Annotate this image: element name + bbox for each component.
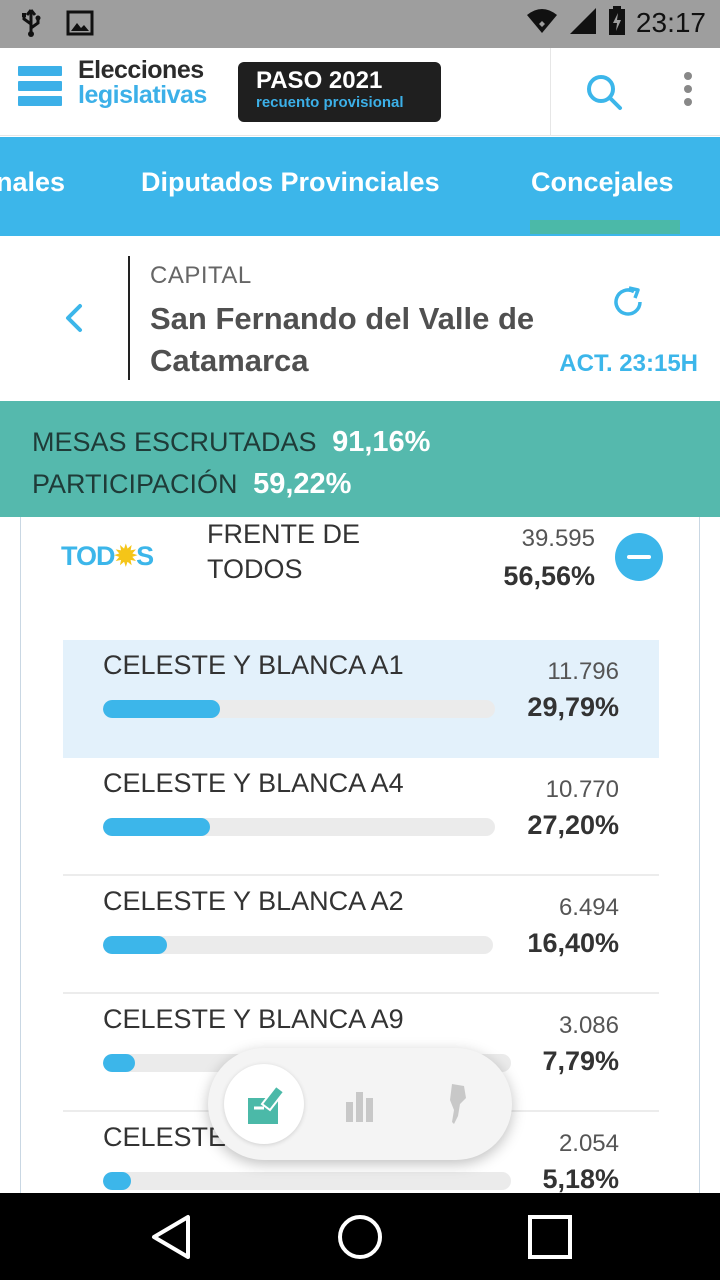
nav-back-button[interactable] <box>146 1211 198 1263</box>
nav-home-button[interactable] <box>334 1211 386 1263</box>
location-divider <box>128 256 130 380</box>
wifi-icon <box>526 7 558 39</box>
progress-fill <box>103 936 167 954</box>
progress-track <box>103 700 495 718</box>
place-name: San Fernando del Valle de Catamarca <box>150 301 535 378</box>
list-percent: 5,18% <box>542 1164 619 1193</box>
list-votes: 6.494 <box>558 894 619 921</box>
list-votes: 2.054 <box>558 1130 619 1157</box>
party-row[interactable]: TOD✹S FRENTE DE TODOS 39.595 56,56% <box>21 517 699 627</box>
back-triangle-icon <box>152 1215 190 1259</box>
logo-line-1: Elecciones <box>78 56 204 84</box>
progress-track <box>103 936 493 954</box>
vote-button[interactable] <box>224 1064 304 1144</box>
home-circle-icon <box>338 1215 382 1259</box>
system-nav-bar <box>0 1193 720 1280</box>
vote-ballot-icon <box>248 1084 286 1124</box>
progress-fill <box>103 1172 131 1190</box>
stats-band: MESAS ESCRUTADAS 91,16% PARTICIPACIÓN 59… <box>0 401 720 517</box>
app-logo[interactable]: Elecciones legislativas <box>78 58 207 108</box>
bottom-action-pill <box>208 1048 512 1160</box>
mesas-label: MESAS ESCRUTADAS <box>32 427 317 457</box>
progress-track <box>103 818 495 836</box>
usb-icon <box>18 8 44 42</box>
list-votes: 10.770 <box>545 776 619 803</box>
active-tab-indicator <box>530 220 680 234</box>
progress-track <box>103 1172 511 1190</box>
minus-icon <box>627 555 651 559</box>
participacion-label: PARTICIPACIÓN <box>32 469 238 499</box>
location-header: CAPITAL San Fernando del Valle de Catama… <box>0 236 720 401</box>
participacion-row: PARTICIPACIÓN 59,22% <box>32 463 720 505</box>
progress-fill <box>103 700 220 718</box>
map-button[interactable] <box>416 1064 496 1144</box>
battery-icon <box>608 6 626 40</box>
list-item[interactable]: CELESTE Y BLANCA A4 10.770 27,20% <box>63 758 659 876</box>
mesas-value: 91,16% <box>332 426 431 458</box>
logo-line-2: legislativas <box>78 81 207 109</box>
back-button[interactable] <box>58 298 90 338</box>
party-name: FRENTE DE TODOS <box>207 519 361 584</box>
region-label: CAPITAL <box>150 262 252 289</box>
list-votes: 11.796 <box>547 658 619 685</box>
party-logo: TOD✹S <box>61 541 154 572</box>
party-votes: 39.595 <box>521 525 595 552</box>
progress-fill <box>103 818 210 836</box>
image-icon <box>66 10 94 40</box>
list-name: CELESTE Y BLANCA A1 <box>103 650 404 680</box>
refresh-icon <box>614 286 642 316</box>
signal-icon <box>568 6 598 40</box>
list-percent: 16,40% <box>527 928 619 958</box>
status-bar: 23:17 <box>0 0 720 48</box>
sun-icon: ✹ <box>114 541 138 571</box>
tab-concejales[interactable]: Concejales <box>531 167 674 197</box>
recents-square-icon <box>528 1215 572 1259</box>
list-percent: 29,79% <box>527 692 619 722</box>
list-item[interactable]: CELESTE Y BLANCA A2 6.494 16,40% <box>63 876 659 994</box>
tab-diputados-provinciales[interactable]: Diputados Provinciales <box>141 167 440 197</box>
more-vert-icon[interactable] <box>676 72 700 112</box>
badge-subtitle: recuento provisional <box>256 94 404 111</box>
party-logo-text-left: TOD <box>61 541 116 571</box>
clock: 23:17 <box>635 7 706 38</box>
collapse-button[interactable] <box>615 533 663 581</box>
list-percent: 27,20% <box>527 810 619 840</box>
search-button[interactable] <box>584 72 624 112</box>
list-item[interactable]: CELESTE Y BLANCA A1 11.796 29,79% <box>63 640 659 758</box>
bar-chart-icon <box>346 1092 373 1122</box>
list-name: CELESTE Y BLANCA A4 <box>103 768 404 798</box>
list-votes: 3.086 <box>558 1012 619 1039</box>
list-percent: 7,79% <box>542 1046 619 1076</box>
refresh-button[interactable] <box>608 282 648 322</box>
progress-fill <box>103 1054 135 1072</box>
last-updated: ACT. 23:15H <box>559 350 698 377</box>
argentina-map-icon <box>450 1084 466 1124</box>
search-icon <box>587 75 622 110</box>
mesas-row: MESAS ESCRUTADAS 91,16% <box>32 421 720 463</box>
nav-recents-button[interactable] <box>524 1211 576 1263</box>
party-logo-text-right: S <box>136 541 154 571</box>
header-divider <box>550 48 551 136</box>
chart-button[interactable] <box>320 1064 400 1144</box>
tab-previous[interactable]: nales <box>0 167 66 197</box>
chevron-left-icon <box>66 304 82 332</box>
list-name: CELESTE Y BLANCA A9 <box>103 1004 404 1034</box>
logo-flag-icon <box>18 66 62 106</box>
category-tabs: nales Diputados Provinciales Concejales <box>0 137 720 236</box>
party-percent: 56,56% <box>503 561 595 591</box>
list-name: CELESTE Y BLANCA A2 <box>103 886 404 916</box>
app-header: Elecciones legislativas PASO 2021 recuen… <box>0 48 720 136</box>
paso-badge: PASO 2021 recuento provisional <box>238 62 441 122</box>
participacion-value: 59,22% <box>253 468 352 500</box>
badge-title: PASO 2021 <box>256 67 383 94</box>
